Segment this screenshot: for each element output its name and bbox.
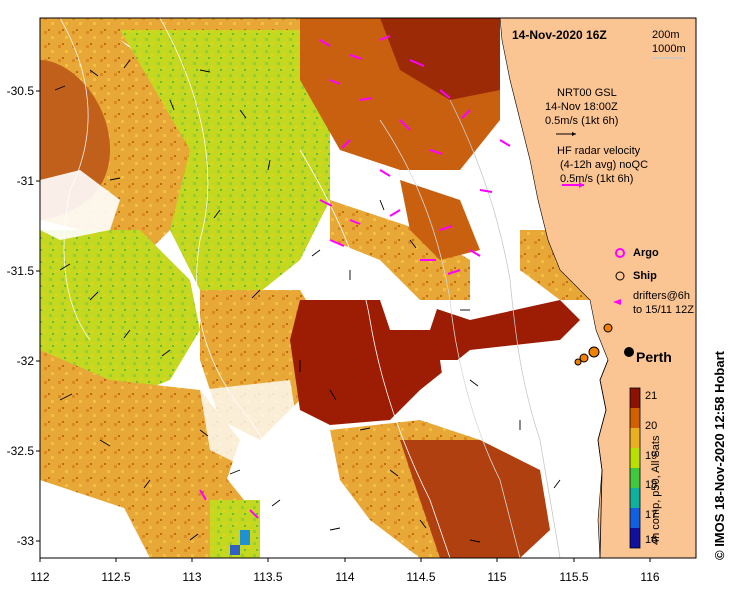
ship-legend-label: Ship xyxy=(633,270,657,282)
hf-legend-scale: 0.5m/s (1kt 6h) xyxy=(560,173,634,185)
drifters-legend-time: to 15/11 12Z xyxy=(633,304,694,316)
argo-legend-label: Argo xyxy=(633,247,659,259)
colorbar-tick: 21 xyxy=(645,390,658,402)
lat-tick: -30.5 xyxy=(6,84,34,98)
lon-tick: 112 xyxy=(30,570,50,584)
colorbar-tick: 17 xyxy=(645,509,658,521)
colorbar-tick: 19 xyxy=(645,450,658,462)
city-label-perth: Perth xyxy=(636,349,672,365)
lon-tick: 115 xyxy=(487,570,507,584)
lon-tick: 112.5 xyxy=(101,570,131,584)
sst-field xyxy=(40,18,696,558)
depth-contour-200m: 200m xyxy=(652,29,680,41)
hf-legend-sub: (4-12h avg) noQC xyxy=(560,159,649,171)
colorbar-label: 4h comp, p50, All Sats xyxy=(650,435,662,545)
colorbar-tick: 18 xyxy=(645,479,658,491)
lon-tick: 114 xyxy=(335,570,355,584)
lon-tick: 115.5 xyxy=(559,570,589,584)
gsl-legend-title: NRT00 GSL xyxy=(557,87,617,99)
colorbar xyxy=(629,387,641,549)
colorbar-tick: 20 xyxy=(645,420,658,432)
imos-credit: © IMOS 18-Nov-2020 12:58 Hobart xyxy=(712,351,727,560)
lon-tick: 113.5 xyxy=(253,570,283,584)
lon-tick: 114.5 xyxy=(406,570,436,584)
drifters-legend-label: drifters@6h xyxy=(633,290,691,302)
lon-tick: 113 xyxy=(182,570,202,584)
lat-tick: -31.5 xyxy=(6,264,34,278)
lat-tick: -33 xyxy=(16,534,34,548)
gsl-legend-scale: 0.5m/s (1kt 6h) xyxy=(545,115,619,127)
lat-tick: -32.5 xyxy=(6,444,34,458)
lat-tick: -31 xyxy=(16,174,34,188)
map-date-title: 14-Nov-2020 16Z xyxy=(512,28,607,42)
hf-legend-title: HF radar velocity xyxy=(557,145,641,157)
lat-tick: -32 xyxy=(16,354,34,368)
gsl-legend-time: 14-Nov 18:00Z xyxy=(545,101,618,113)
colorbar-tick: 16 xyxy=(645,534,658,546)
lon-tick: 116 xyxy=(640,570,660,584)
depth-contour-1000m: 1000m xyxy=(652,43,686,55)
